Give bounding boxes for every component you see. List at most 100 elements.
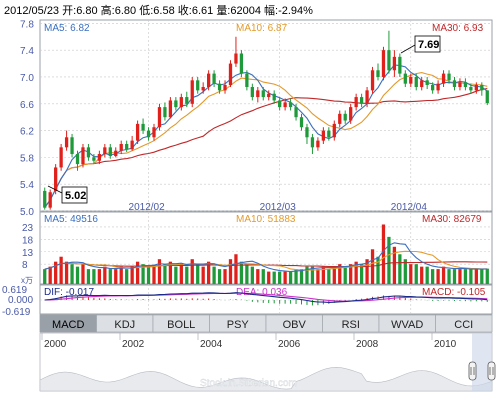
navigator-year-label: 2000 — [44, 339, 67, 350]
price-ytick: 7.4 — [20, 46, 34, 57]
tab-macd[interactable]: MACD — [39, 314, 97, 333]
price-ytick: 7.8 — [20, 19, 34, 30]
volume-bar — [64, 261, 69, 284]
volume-bar — [212, 266, 216, 284]
volume-bar — [152, 266, 156, 284]
ma5-line — [44, 64, 488, 208]
volume-bar — [70, 264, 74, 284]
navigator-year-label: 2010 — [434, 339, 457, 350]
candle-body — [463, 82, 468, 88]
volume-bar — [452, 269, 457, 284]
candle-body — [59, 147, 63, 168]
candle-body — [305, 127, 309, 138]
tab-psy[interactable]: PSY — [209, 314, 267, 333]
tab-rsi[interactable]: RSI — [322, 314, 380, 333]
candle-body — [103, 147, 107, 155]
candle-body — [157, 107, 162, 128]
volume-bar — [196, 264, 200, 284]
volume-bar — [75, 266, 80, 284]
tab-wvad[interactable]: WVAD — [378, 314, 436, 333]
tab-label: OBV — [283, 319, 307, 331]
navigator-selection[interactable] — [472, 333, 492, 391]
navigator-year-label: 2002 — [122, 339, 145, 350]
price-ytick: 7.0 — [20, 73, 34, 84]
candle-body — [349, 107, 353, 121]
volume-bar — [338, 264, 342, 284]
volume-bar — [398, 254, 402, 284]
volume-bars-group — [43, 224, 489, 284]
candle-body — [190, 80, 194, 104]
volume-ytick: 23 — [22, 223, 34, 234]
ma30-line-group — [44, 88, 488, 208]
volume-ma5-label: MA5: 49516 — [44, 214, 98, 225]
volume-ma5-line — [44, 242, 488, 273]
volume-bar — [217, 269, 222, 284]
volume-bar — [125, 269, 129, 284]
volume-bar — [288, 271, 293, 284]
tab-label: WVAD — [391, 319, 423, 331]
tab-label: CCI — [454, 319, 473, 331]
volume-bar — [146, 266, 151, 284]
volume-ytick: 13 — [22, 248, 34, 259]
candle-body — [163, 107, 167, 118]
high-marker: 7.69 — [400, 35, 441, 54]
candle-body — [458, 82, 462, 88]
candle-body — [70, 137, 74, 155]
volume-ma30-label: MA30: 82679 — [422, 214, 482, 225]
volume-bar — [316, 269, 320, 284]
candle-body — [119, 143, 123, 151]
candle-body — [278, 100, 282, 108]
volume-bar — [425, 266, 429, 284]
navigator-left-handle[interactable] — [468, 361, 477, 381]
candle-body — [310, 137, 315, 148]
navigator-overview-area — [39, 366, 493, 392]
volume-bar — [414, 264, 418, 284]
tab-kdj[interactable]: KDJ — [96, 314, 154, 333]
macd-value-label: MACD: -0.105 — [422, 287, 486, 298]
candle-body — [64, 137, 69, 148]
volume-ma10-line — [44, 250, 488, 271]
candle-body — [430, 85, 435, 91]
volume-bar — [168, 261, 173, 284]
tab-label: PSY — [227, 319, 250, 331]
tab-label: MACD — [52, 319, 84, 331]
volume-bar — [190, 259, 194, 284]
volume-bar — [119, 266, 123, 284]
candle-body — [168, 100, 173, 118]
candle-body — [152, 127, 156, 138]
price-ma30-label: MA30: 6.93 — [432, 23, 484, 34]
volume-bar — [365, 259, 369, 284]
price-ytick: 5.4 — [20, 180, 34, 191]
tab-boll[interactable]: BOLL — [152, 314, 210, 333]
candle-body — [327, 130, 331, 138]
macd-ytick-top: 0.619 — [2, 285, 27, 296]
macd-dif-label: DIF: -0.017 — [44, 287, 94, 298]
candle-body — [414, 76, 418, 88]
volume-bar — [256, 269, 260, 284]
macd-dea-label: DEA: 0.036 — [236, 287, 288, 298]
tab-obv[interactable]: OBV — [265, 314, 323, 333]
candle-body — [474, 85, 478, 91]
volume-bar — [97, 269, 102, 284]
navigator-right-handle[interactable] — [487, 361, 496, 381]
candle-body — [332, 123, 336, 138]
navigator-year-label: 2004 — [200, 339, 223, 350]
candle-body — [370, 70, 375, 91]
volume-bar — [174, 266, 178, 284]
candle-body — [485, 90, 489, 104]
candle-body — [288, 102, 293, 108]
x-tick-label: 2012/02 — [129, 202, 166, 213]
candle-body — [256, 90, 260, 98]
volume-bar — [54, 261, 58, 284]
candle-body — [43, 190, 47, 208]
tab-label: BOLL — [167, 319, 195, 331]
dif-line — [44, 292, 488, 303]
volume-bar — [359, 264, 364, 284]
volume-bar — [430, 269, 435, 284]
tab-cci[interactable]: CCI — [435, 314, 493, 333]
candle-body — [114, 150, 118, 157]
volume-bar — [409, 264, 413, 284]
candle-body — [234, 53, 238, 64]
volume-bar — [245, 264, 249, 284]
